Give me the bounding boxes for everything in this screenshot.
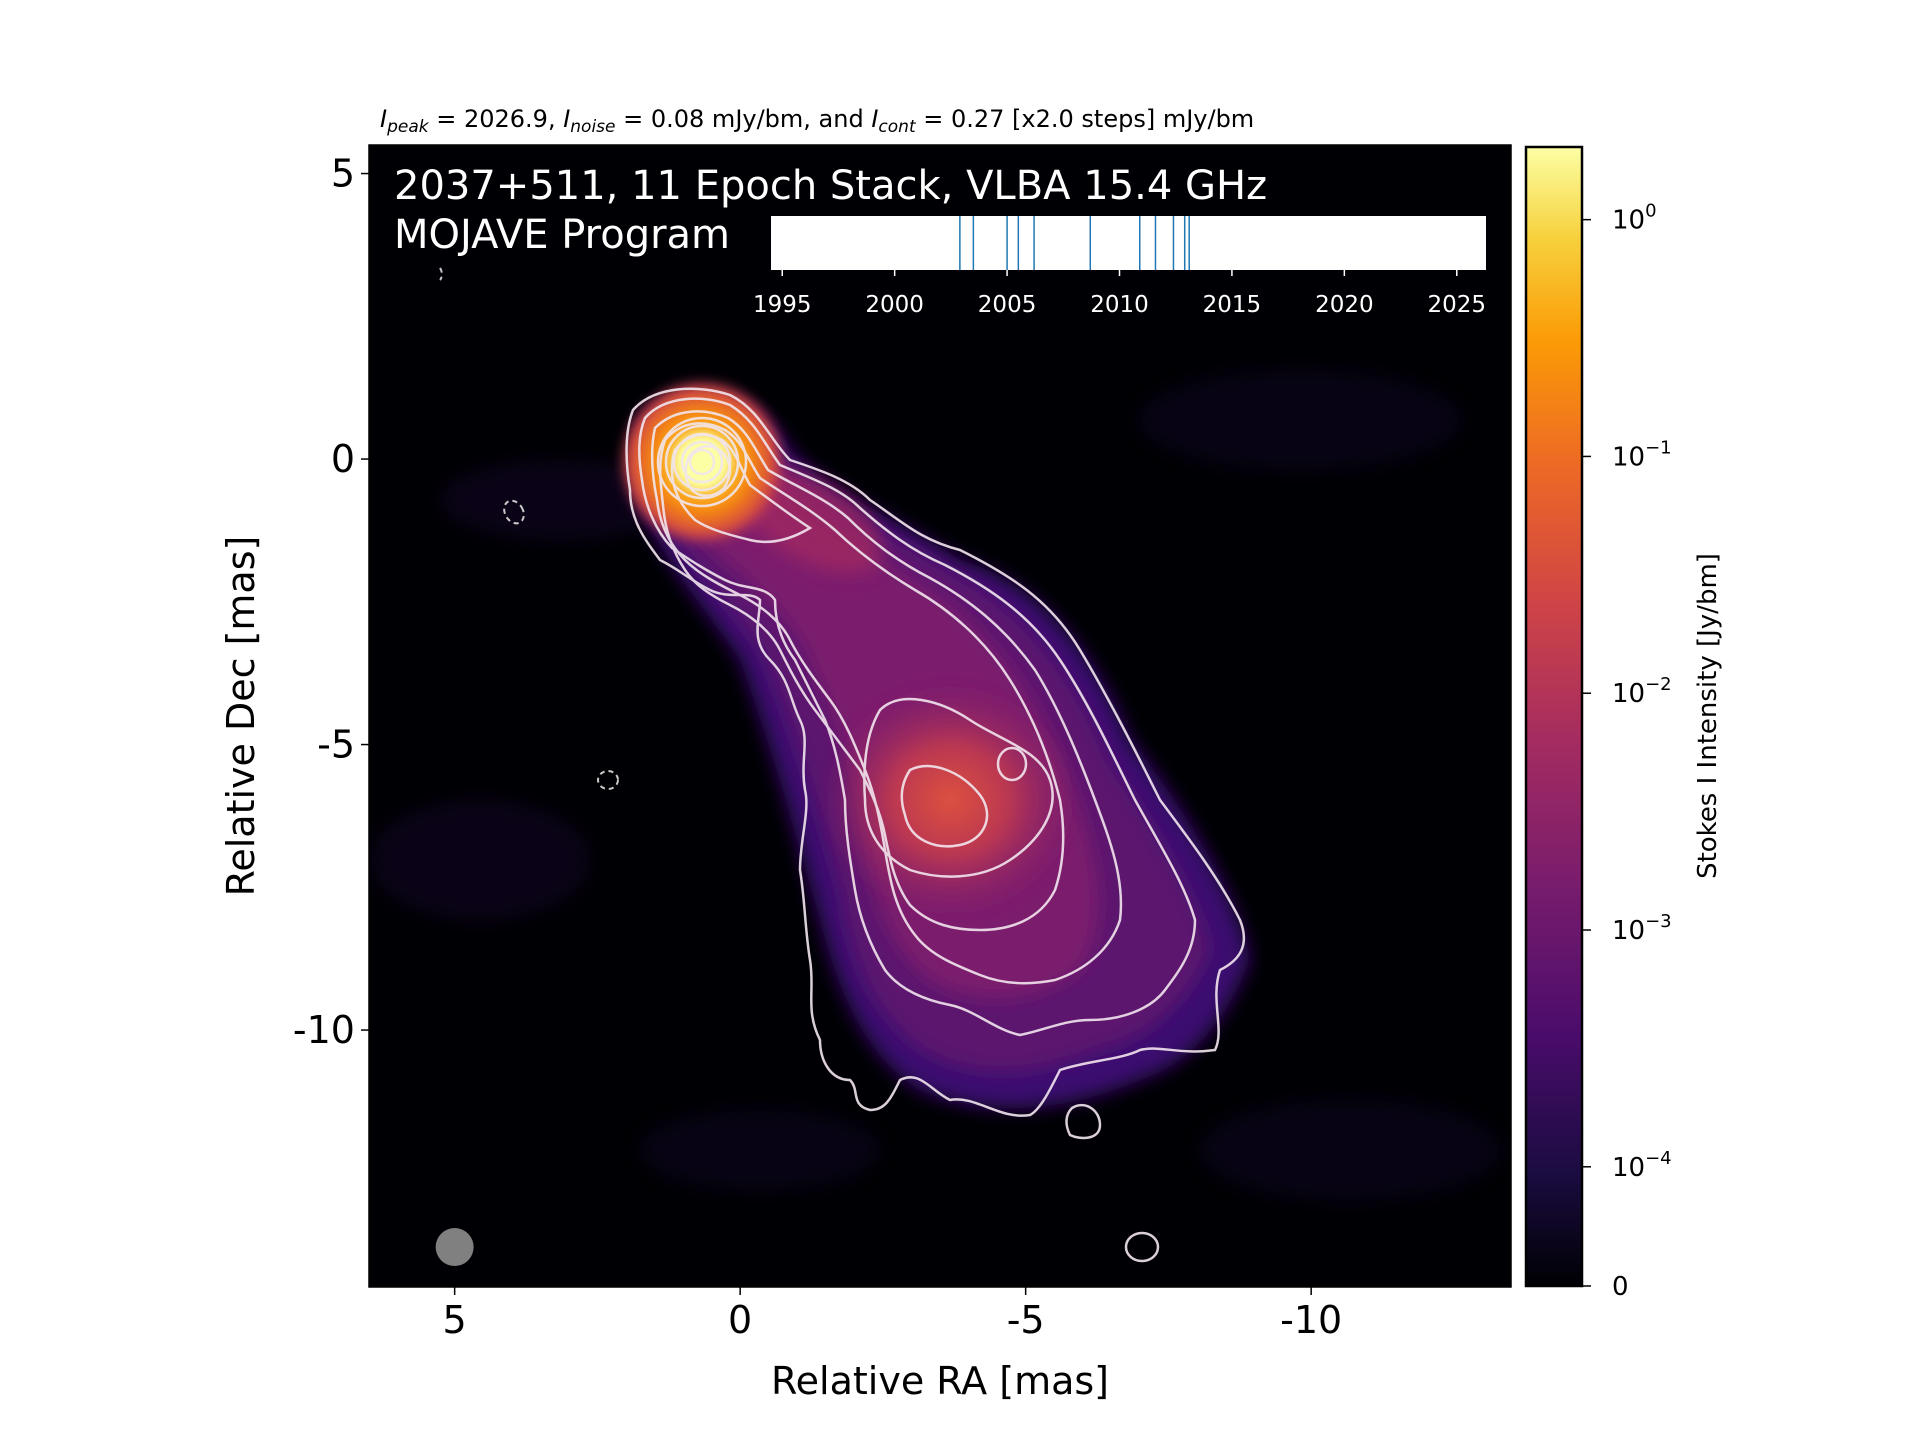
contour-lines [625, 387, 1246, 1263]
x-axis: 5 0 -5 -10 [443, 1287, 1342, 1342]
x-tick-label: -10 [1280, 1298, 1342, 1342]
x-tick-label: 5 [443, 1298, 467, 1342]
x-tick-label: 0 [728, 1298, 752, 1342]
colorbar [1524, 145, 1584, 1288]
timeline-tick-label: 2010 [1090, 292, 1149, 318]
stats-header: Ipeak = 2026.9, Inoise = 0.08 mJy/bm, an… [380, 105, 1254, 137]
y-axis-label: Relative Dec [mas] [219, 536, 263, 897]
y-tick-label: -5 [317, 723, 355, 767]
colorbar-tick-label: 10−3 [1612, 911, 1672, 946]
timeline-tick-label: 2025 [1427, 292, 1486, 318]
colorbar-tick-label: 10−4 [1612, 1148, 1672, 1183]
colorbar-zero-label: 0 [1612, 1272, 1629, 1302]
x-tick-label: -5 [1007, 1298, 1045, 1342]
colorbar-tick-label: 10−2 [1612, 674, 1672, 709]
colorbar-label: Stokes I Intensity [Jy/bm] [1693, 553, 1723, 879]
timeline-tick-label: 2005 [978, 292, 1037, 318]
timeline-axis: 1995 2000 2005 2010 2015 2020 2025 [753, 270, 1486, 318]
negative-contours [439, 267, 619, 790]
beam-ellipse [435, 1228, 474, 1267]
colorbar-ticks: 100 10−1 10−2 10−3 10−4 0 [1582, 201, 1672, 1302]
timeline-tick-label: 2015 [1203, 292, 1262, 318]
colorbar-tick-label: 100 [1612, 201, 1657, 236]
epoch-timeline-box [771, 216, 1486, 270]
y-axis: 5 0 -5 -10 [293, 152, 369, 1052]
epoch-lines [959, 216, 1190, 270]
timeline-tick-label: 2020 [1315, 292, 1374, 318]
y-tick-label: -10 [293, 1008, 355, 1052]
y-tick-label: 5 [331, 152, 355, 196]
program-title: MOJAVE Program [394, 212, 730, 258]
source-title: 2037+511, 11 Epoch Stack, VLBA 15.4 GHz [394, 163, 1267, 209]
x-axis-label: Relative RA [mas] [771, 1359, 1109, 1403]
timeline-tick-label: 1995 [753, 292, 812, 318]
y-tick-label: 0 [331, 437, 355, 481]
timeline-tick-label: 2000 [865, 292, 924, 318]
intensity-map [370, 267, 1500, 1267]
colorbar-tick-label: 10−1 [1612, 437, 1672, 472]
